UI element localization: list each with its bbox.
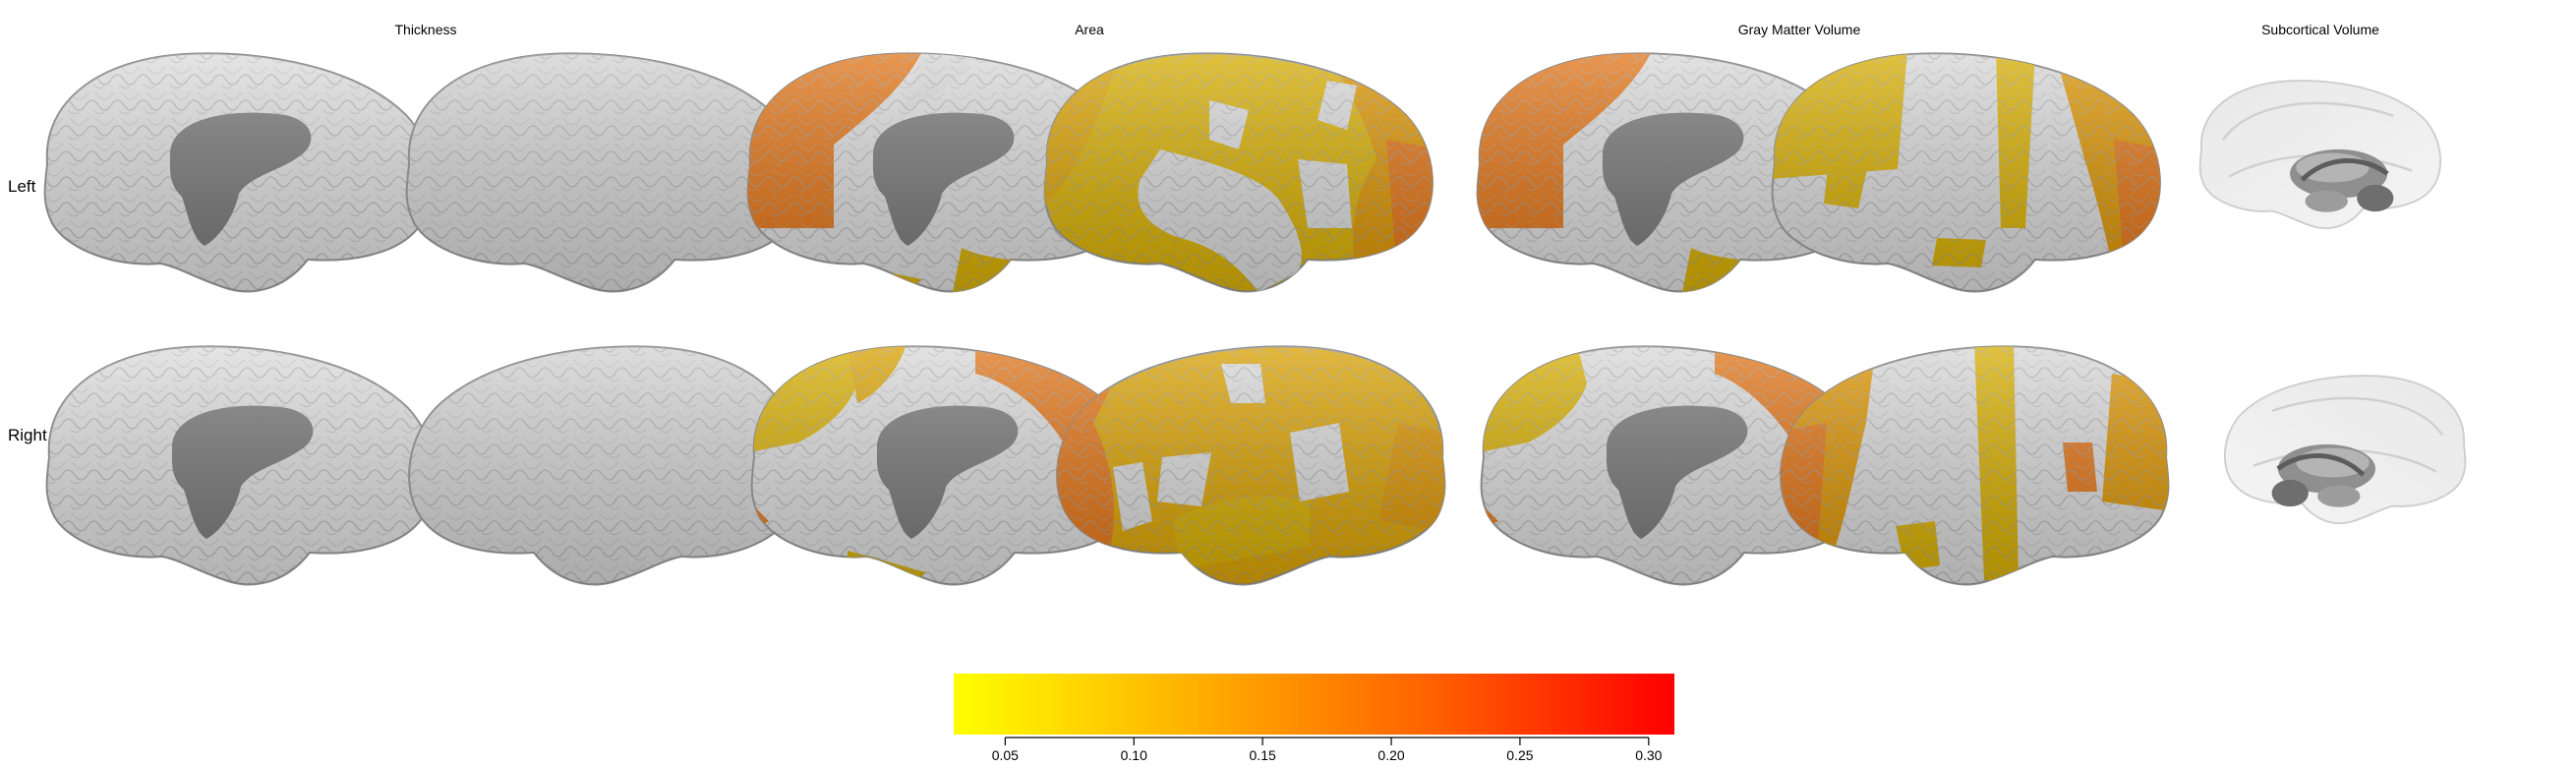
column-title-gray-matter-volume: Gray Matter Volume — [1737, 22, 1861, 37]
gmv-right-lateral-brain — [1780, 345, 2170, 586]
colorbar-tick-label: 0.30 — [1635, 747, 1663, 763]
column-title-thickness: Thickness — [394, 22, 457, 37]
thickness-left-lateral-brain — [405, 52, 803, 293]
area-right-lateral-brain — [1056, 345, 1446, 586]
colorbar-tick-label: 0.10 — [1120, 747, 1147, 763]
colorbar-tick-label: 0.15 — [1249, 747, 1276, 763]
column-title-area: Area — [1075, 22, 1104, 37]
column-title-subcortical-volume: Subcortical Volume — [2261, 22, 2379, 37]
row-label-right: Right — [8, 426, 47, 444]
thickness-right-medial-brain — [45, 345, 436, 586]
gmv-left-lateral-brain — [1771, 52, 2161, 293]
thickness-left-medial-brain — [43, 52, 434, 293]
subcortical-right-brain — [2223, 375, 2467, 525]
area-left-lateral-brain — [1043, 52, 1434, 293]
colorbar-tick-label: 0.25 — [1506, 747, 1534, 763]
thickness-right-lateral-brain — [408, 345, 798, 586]
colorbar-tick-label: 0.05 — [991, 747, 1019, 763]
subcortical-left-brain — [2198, 80, 2442, 230]
colorbar-tick-label: 0.20 — [1377, 747, 1405, 763]
row-label-left: Left — [8, 177, 36, 196]
